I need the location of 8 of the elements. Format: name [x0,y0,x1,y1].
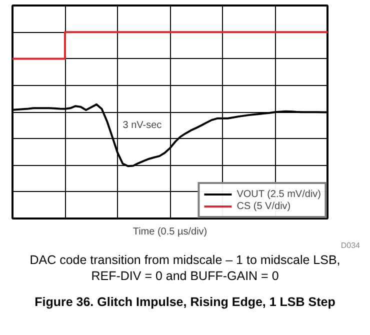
text: D034 [340,240,360,252]
text: REF-DIV = 0 and BUFF-GAIN = 0 [91,268,279,284]
x-axis-title: Time (0.5 µs/div) [132,226,208,238]
legend-label: VOUT (2.5 mV/div) [236,188,321,200]
annotation: 3 nV-sec [122,120,162,131]
legend-label: CS (5 V/div) [236,200,291,212]
text: Figure 36. Glitch Impulse, Rising Edge, 1 LSB Step [34,294,336,310]
text: DAC code transition from midscale – 1 to midscale LSB, [30,252,340,268]
